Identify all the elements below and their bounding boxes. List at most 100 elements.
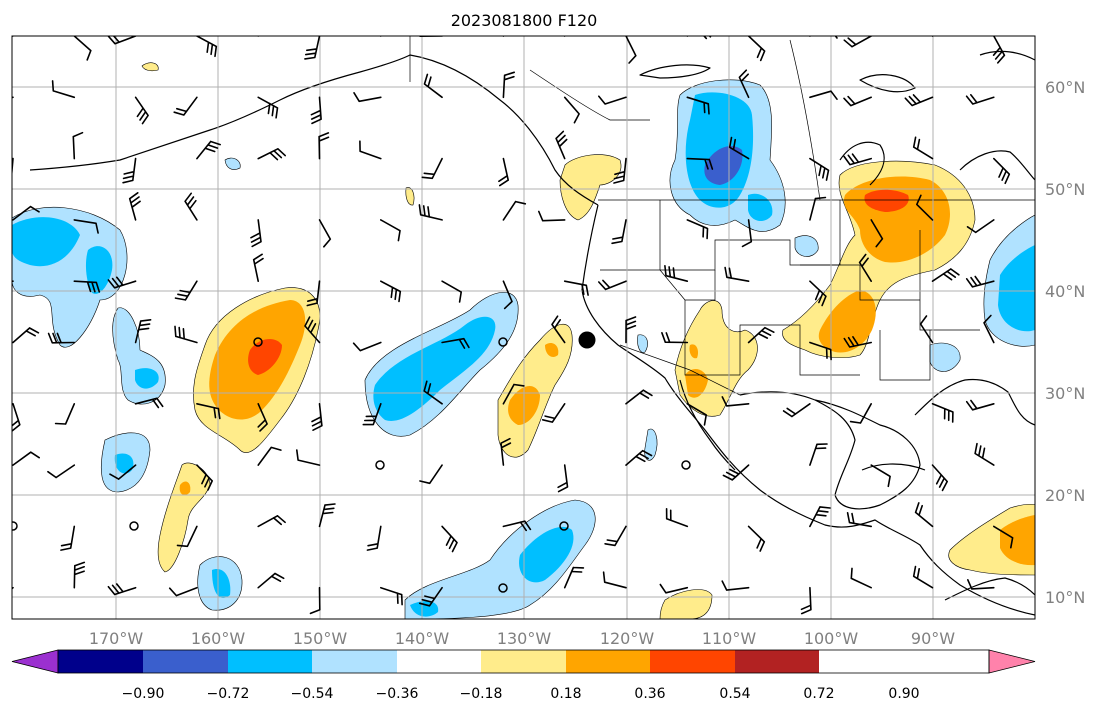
wind-barb xyxy=(51,80,76,99)
wind-barb xyxy=(904,94,934,107)
colorbar-tick-label: 0.90 xyxy=(888,686,919,702)
wind-barb xyxy=(196,464,213,491)
wind-barb xyxy=(661,332,689,344)
wind-barb xyxy=(502,383,525,405)
wind-barb xyxy=(843,95,872,107)
wind-barb xyxy=(12,157,14,180)
wind-barb xyxy=(310,96,322,125)
wind-barb xyxy=(686,157,714,170)
wind-barb xyxy=(843,36,872,48)
wind-barb xyxy=(257,515,286,528)
lon-label: 90°W xyxy=(911,629,955,648)
wind-barb xyxy=(107,276,137,289)
wind-barb xyxy=(849,403,872,424)
wind-barb xyxy=(12,451,40,466)
wind-barb xyxy=(502,280,513,310)
lon-label: 160°W xyxy=(191,629,246,648)
wind-barb xyxy=(423,73,443,99)
wind-barb xyxy=(809,341,832,361)
wind-barb xyxy=(256,36,259,37)
wind-barb xyxy=(174,280,198,301)
wind-barb xyxy=(304,316,321,344)
wind-barb xyxy=(257,572,285,589)
lat-label: 20°N xyxy=(1045,486,1085,505)
map-area xyxy=(12,36,1035,619)
wind-barb xyxy=(563,566,585,589)
colorbar-tick-labels: −0.90 −0.72 −0.54 −0.36 −0.18 0.18 0.36 … xyxy=(122,686,920,702)
wind-barb xyxy=(747,525,766,552)
wind-barb xyxy=(965,399,995,411)
wind-barb xyxy=(380,219,401,242)
wind-barb xyxy=(659,583,689,594)
wind-barb xyxy=(965,94,995,105)
colorbar-tick-label: 0.18 xyxy=(550,686,581,702)
colorbar-segment xyxy=(58,650,143,673)
lat-label: 60°N xyxy=(1045,78,1085,97)
wind-barb xyxy=(309,586,321,615)
wind-barb xyxy=(965,275,995,288)
wind-barb xyxy=(352,341,382,352)
wind-barb xyxy=(598,279,627,291)
wind-barb xyxy=(12,36,14,37)
wind-barb xyxy=(47,464,76,479)
colorbar-tick-label: 0.72 xyxy=(803,686,834,702)
wind-barb xyxy=(502,520,532,532)
colorbar-extend-low xyxy=(11,649,59,674)
wind-barb xyxy=(613,157,627,184)
wind-barb xyxy=(12,205,40,221)
wind-barb xyxy=(741,219,753,248)
wind-barb xyxy=(196,36,218,58)
wind-barb xyxy=(304,36,321,60)
wind-barb xyxy=(870,464,891,488)
wind-barb xyxy=(721,396,750,407)
wind-barb xyxy=(782,403,811,418)
latitude-labels: 60°N 50°N 40°N 30°N 20°N 10°N xyxy=(1045,78,1085,607)
wind-barb xyxy=(686,403,707,426)
wind-barb xyxy=(912,136,934,160)
wind-barb xyxy=(738,69,750,99)
wind-barb xyxy=(809,196,827,221)
wind-barb xyxy=(257,148,286,161)
wind-barb xyxy=(931,403,954,423)
wind-barb xyxy=(664,265,689,282)
wind-barb xyxy=(686,219,709,240)
lon-label: 130°W xyxy=(497,629,552,648)
wind-barb xyxy=(107,36,137,45)
wind-barb xyxy=(843,336,872,348)
wind-barb xyxy=(721,580,750,591)
wind-barb xyxy=(366,525,382,551)
graticule xyxy=(12,36,1035,619)
wind-barb xyxy=(555,130,568,160)
wind-barb xyxy=(557,464,569,493)
wind-barb xyxy=(809,280,827,307)
wind-barb xyxy=(625,449,653,466)
wind-barb xyxy=(257,403,268,432)
lon-label: 150°W xyxy=(293,629,348,648)
colorbar-segment xyxy=(312,650,397,673)
wind-barb xyxy=(380,586,403,606)
wind-barb xyxy=(423,380,443,405)
lon-label: 120°W xyxy=(600,629,655,648)
colorbar-segment xyxy=(143,650,228,673)
wind-barb xyxy=(912,565,934,589)
wind-barb xyxy=(306,280,321,307)
wind-barb xyxy=(625,36,637,64)
colorbar xyxy=(11,649,1036,674)
wind-barb xyxy=(665,508,689,528)
wind-barb xyxy=(134,397,164,409)
wind-barb xyxy=(846,511,872,528)
wind-barb xyxy=(296,449,321,466)
wind-barb xyxy=(747,326,775,344)
wind-barb xyxy=(128,192,141,221)
colorbar-extend-high xyxy=(988,649,1036,674)
wind-barb xyxy=(914,502,934,528)
wind-barb xyxy=(184,192,198,221)
map-title: 2023081800 F120 xyxy=(451,11,598,30)
wind-barb xyxy=(380,280,402,303)
wind-barb xyxy=(12,96,14,99)
wind-barb xyxy=(993,525,1014,549)
coastlines xyxy=(29,50,1035,616)
wind-barb xyxy=(563,280,589,296)
wind-barb xyxy=(916,194,934,221)
